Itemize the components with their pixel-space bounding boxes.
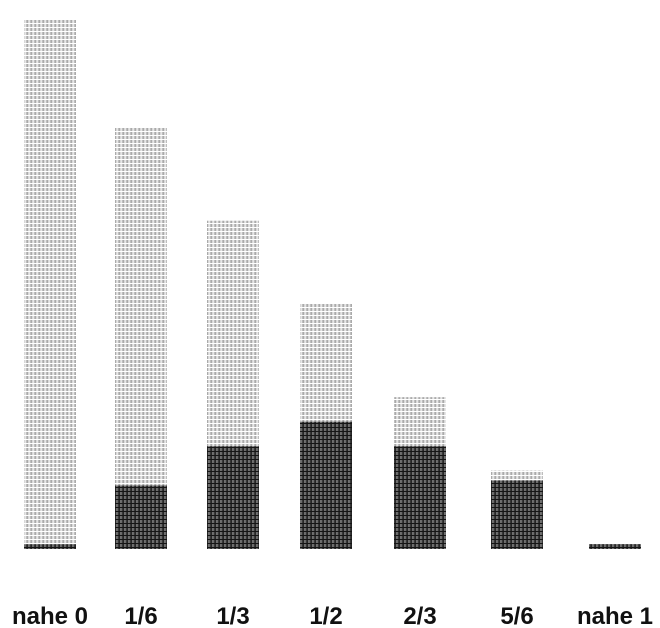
category-label: 1/2 bbox=[309, 603, 342, 628]
bar-segment-dark-4 bbox=[394, 446, 446, 549]
bar-segment-light-1 bbox=[115, 127, 167, 486]
bar-segment-light-4 bbox=[394, 397, 446, 447]
bar-segment-light-5 bbox=[491, 470, 543, 481]
category-label: 2/3 bbox=[403, 603, 436, 628]
category-labels: nahe 0 1/6 1/3 1/2 2/3 5/6 nahe 1 bbox=[12, 603, 653, 628]
bar-segment-light-3 bbox=[300, 304, 352, 422]
category-label: 5/6 bbox=[500, 603, 533, 628]
bar-segment-dark-0 bbox=[24, 544, 76, 549]
bar-segment-dark-1 bbox=[115, 485, 167, 549]
category-label: 1/3 bbox=[216, 603, 249, 628]
bar-segment-dark-6 bbox=[589, 544, 641, 549]
bar-segment-light-2 bbox=[207, 220, 259, 447]
category-label: 1/6 bbox=[124, 603, 157, 628]
category-label: nahe 1 bbox=[577, 603, 653, 628]
bars-group bbox=[24, 19, 641, 549]
bar-segment-dark-5 bbox=[491, 480, 543, 549]
bar-segment-light-0 bbox=[24, 19, 76, 545]
bar-segment-dark-3 bbox=[300, 421, 352, 549]
bar-segment-dark-2 bbox=[207, 446, 259, 549]
category-label: nahe 0 bbox=[12, 603, 88, 628]
